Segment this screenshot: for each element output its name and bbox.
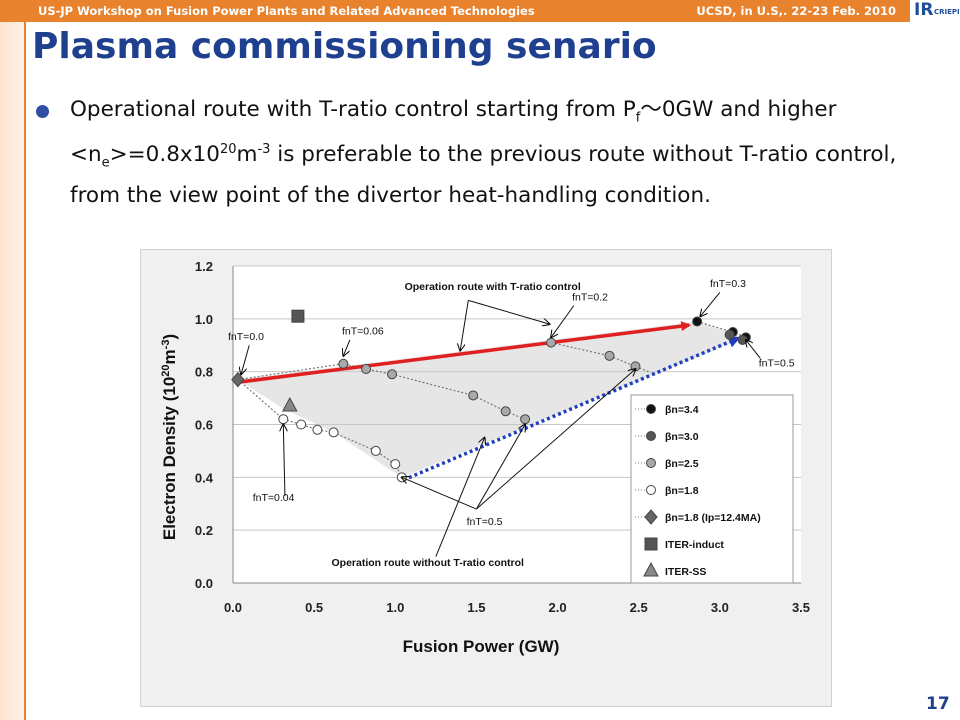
logo-mark: IR <box>914 0 934 20</box>
operation-region-shade <box>237 321 746 478</box>
data-point <box>312 424 323 435</box>
left-decor-bar <box>0 22 24 720</box>
y-tick-label: 1.0 <box>195 312 213 327</box>
data-point <box>643 561 659 577</box>
annotation-leader <box>475 425 525 510</box>
legend-entry: βn=2.5 <box>665 458 699 470</box>
data-point <box>296 419 307 430</box>
slide-title: Plasma commissioning senario <box>32 26 657 67</box>
data-point <box>646 458 656 468</box>
series-connector <box>550 342 649 373</box>
data-point <box>646 485 656 495</box>
data-point <box>281 396 298 412</box>
fnt-annotation: fnT=0.06 <box>342 326 384 338</box>
fnt-annotation: fnT=0.0 <box>228 331 264 343</box>
data-point <box>692 316 703 327</box>
annotation-leader <box>700 292 721 316</box>
x-tick-label: 0.5 <box>305 600 323 615</box>
data-point <box>604 350 615 361</box>
y-tick-label: 0.2 <box>195 523 213 538</box>
route-without-control-arrow <box>402 336 741 482</box>
annotation-leader <box>402 477 477 510</box>
legend-entry: ITER-SS <box>665 566 706 578</box>
route-annotation: Operation route without T-ratio control <box>331 557 524 569</box>
fnt-annotation: fnT=0.3 <box>710 278 746 290</box>
y-axis-label: Electron Density (1020m-3) <box>160 334 179 540</box>
logo-text: CRIEPI <box>934 8 960 16</box>
x-axis-label: Fusion Power (GW) <box>403 637 560 656</box>
x-tick-label: 1.0 <box>386 600 404 615</box>
x-tick-label: 1.5 <box>467 600 485 615</box>
figure-panel: 0.0 0.2 0.4 0.6 0.8 1.0 1.2 0.0 0.5 1.0 1.5 2.0 2.5 3… <box>140 249 832 707</box>
data-point <box>644 537 658 551</box>
x-tick-label: 3.0 <box>711 600 729 615</box>
data-point <box>724 329 735 340</box>
page-number: 17 <box>926 694 950 714</box>
data-point <box>646 431 656 441</box>
data-point <box>291 309 305 323</box>
x-tick-label: 2.0 <box>549 600 567 615</box>
data-point <box>546 337 557 348</box>
legend-entry: βn=3.4 <box>665 404 699 416</box>
data-point <box>468 390 479 401</box>
data-point <box>737 334 748 345</box>
y-tick-label: 0.4 <box>195 470 214 485</box>
data-point <box>278 414 289 425</box>
data-point <box>361 364 372 375</box>
fnt-annotation: fnT=0.5 <box>759 357 795 369</box>
data-point <box>520 414 531 425</box>
y-tick-label: 1.2 <box>195 259 213 274</box>
series-connector <box>237 379 403 478</box>
route-with-control-arrow <box>237 321 692 384</box>
x-tick-label: 2.5 <box>630 600 648 615</box>
annotation-leader <box>283 425 285 496</box>
x-tick-label: 3.5 <box>792 600 810 615</box>
annotation-leader <box>435 438 485 557</box>
left-divider <box>24 22 26 720</box>
venue-date: UCSD, in U.S,. 22-23 Feb. 2010 <box>696 4 896 18</box>
y-tick-label: 0.6 <box>195 418 213 433</box>
data-point <box>370 445 381 456</box>
workshop-title: US-JP Workshop on Fusion Power Plants an… <box>38 4 535 18</box>
data-point <box>338 358 349 369</box>
density-power-chart: 0.0 0.2 0.4 0.6 0.8 1.0 1.2 0.0 0.5 1.0 1.5 2.0 2.5 3… <box>141 250 831 706</box>
annotation-leader <box>343 339 351 356</box>
route-annotation: Operation route with T-ratio control <box>405 281 581 293</box>
fnt-annotation: fnT=0.2 <box>572 291 608 303</box>
data-point <box>644 509 658 525</box>
data-point <box>646 404 656 414</box>
annotation-leader <box>241 345 250 374</box>
data-point <box>390 459 401 470</box>
header-bar: US-JP Workshop on Fusion Power Plants an… <box>0 0 910 22</box>
data-point <box>328 427 339 438</box>
x-tick-label: 0.0 <box>224 600 242 615</box>
annotation-leader <box>468 299 549 324</box>
data-point <box>396 472 407 483</box>
annotation-leader <box>551 305 575 338</box>
legend-entry: ITER-induct <box>665 539 724 551</box>
legend-box <box>630 394 794 584</box>
legend-entry: βn=1.8 <box>665 485 699 497</box>
legend-entry: βn=3.0 <box>665 431 699 443</box>
annotation-leader <box>460 300 469 350</box>
bullet-text: Operational route with T-ratio control s… <box>70 97 897 208</box>
y-tick-label: 0.0 <box>195 576 213 591</box>
bullet-icon <box>36 105 49 118</box>
legend-entry: βn=1.8 (Ip=12.4MA) <box>665 512 761 524</box>
y-tick-label: 0.8 <box>195 365 213 380</box>
fnt-annotation: fnT=0.5 <box>467 516 503 528</box>
criepi-logo: IR CRIEPI <box>912 0 960 22</box>
data-point <box>500 406 511 417</box>
fnt-annotation: fnT=0.04 <box>253 492 295 504</box>
annotation-leader <box>746 340 761 359</box>
data-point <box>387 369 398 380</box>
annotation-leader <box>476 369 635 510</box>
